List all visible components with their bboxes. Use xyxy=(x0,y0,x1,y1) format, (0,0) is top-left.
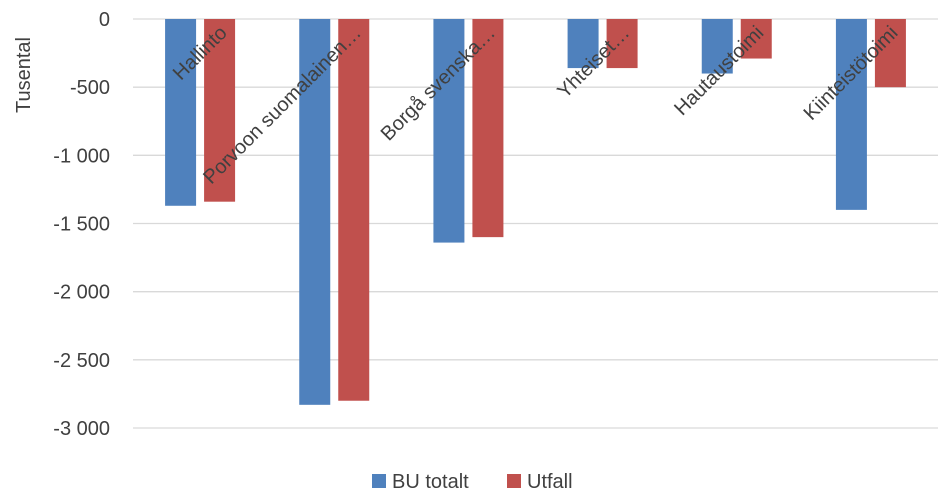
bar xyxy=(165,19,197,206)
legend-swatch xyxy=(372,474,386,488)
bar xyxy=(472,19,504,238)
legend: BU totalt Utfall xyxy=(372,471,573,493)
bars xyxy=(165,19,906,405)
bar xyxy=(204,19,236,202)
legend-label: BU totalt xyxy=(392,471,469,493)
bar xyxy=(338,19,370,401)
y-tick-label: -3 000 xyxy=(53,418,110,440)
y-axis-label: Tusental xyxy=(13,37,35,113)
bar xyxy=(740,19,772,59)
bar xyxy=(701,19,733,74)
bar xyxy=(299,19,331,405)
y-tick-label: -1 500 xyxy=(53,214,110,236)
bar xyxy=(874,19,906,88)
gridlines xyxy=(133,18,938,429)
bar xyxy=(433,19,465,243)
bar xyxy=(567,19,599,69)
legend-label: Utfall xyxy=(527,471,573,493)
y-tick-label: -2 500 xyxy=(53,350,110,372)
y-axis-ticks: 0 -500 -1 000 -1 500 -2 000 -2 500 -3 000 xyxy=(53,9,110,440)
y-tick-label: 0 xyxy=(99,9,110,31)
bar xyxy=(606,19,638,69)
y-tick-label: -1 000 xyxy=(53,145,110,167)
bar xyxy=(835,19,867,210)
y-tick-label: -2 000 xyxy=(53,282,110,304)
legend-swatch xyxy=(507,474,521,488)
y-tick-label: -500 xyxy=(70,77,110,99)
